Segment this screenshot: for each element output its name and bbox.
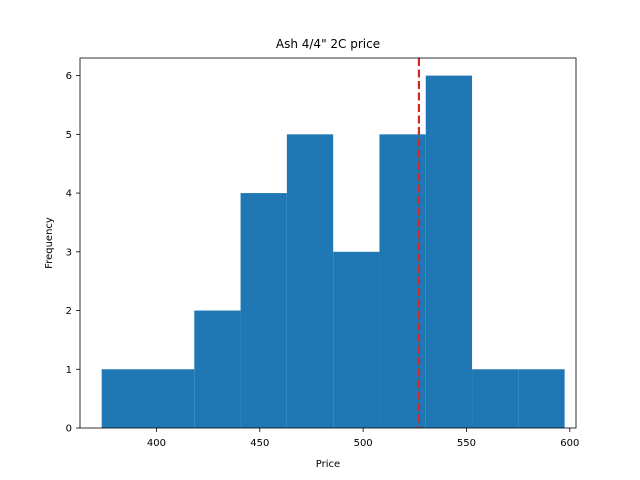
y-tick-label: 2: [66, 306, 72, 317]
histogram-bar: [425, 75, 473, 428]
y-tick-label: 4: [66, 189, 72, 200]
x-tick-label: 450: [250, 438, 269, 449]
x-axis-ticks: 400 450 500 550 600: [147, 428, 579, 449]
x-tick-label: 500: [354, 438, 373, 449]
histogram-bar: [101, 369, 148, 428]
y-tick-label: 1: [66, 365, 72, 376]
y-tick-label: 6: [66, 71, 72, 82]
histogram-bar: [472, 369, 519, 428]
x-tick-label: 400: [147, 438, 166, 449]
chart-title: Ash 4/4" 2C price: [276, 37, 380, 51]
y-tick-label: 3: [66, 247, 72, 258]
y-tick-label: 0: [66, 424, 72, 435]
plot-frame: [79, 57, 577, 429]
histogram-bar: [240, 193, 287, 428]
histogram-bar: [286, 134, 334, 428]
y-axis-ticks: 0 1 2 3 4 5 6: [66, 71, 80, 435]
histogram-bar: [147, 369, 195, 428]
bars-layer: [101, 75, 565, 428]
y-tick-label: 5: [66, 130, 72, 141]
histogram-bar: [518, 369, 565, 428]
x-tick-label: 550: [457, 438, 476, 449]
x-tick-label: 600: [560, 438, 579, 449]
histogram-bar: [194, 310, 241, 428]
x-axis-label: Price: [316, 459, 340, 470]
y-axis-label: Frequency: [44, 217, 55, 269]
histogram-bar: [333, 251, 380, 428]
